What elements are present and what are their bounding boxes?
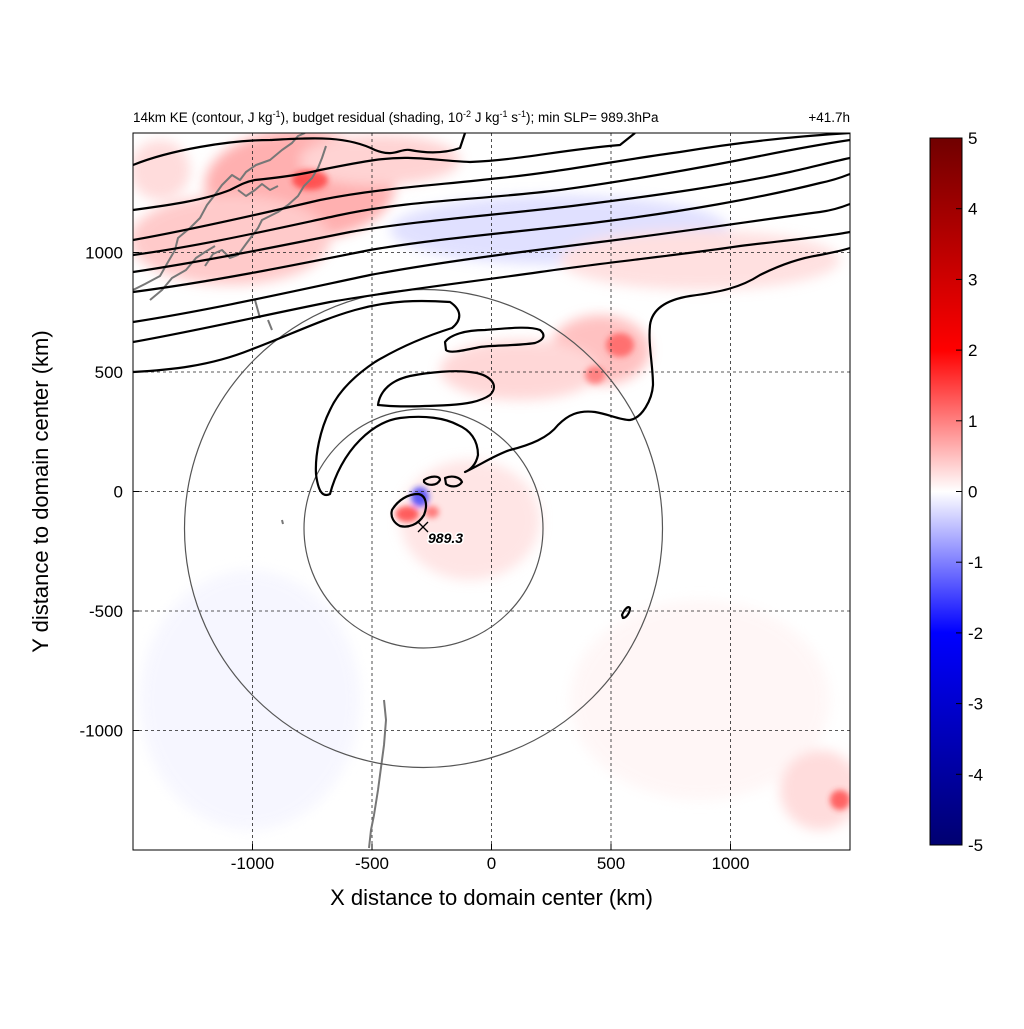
storm-center: 989.3 <box>417 521 465 548</box>
ke-contours <box>133 133 850 620</box>
y-axis: 1000 500 0 -500 -1000 Y distance to domain c… <box>28 244 139 741</box>
x-tick-label: -500 <box>355 854 389 873</box>
title-superscript: -1 <box>499 109 507 119</box>
coastline-segment <box>204 145 327 267</box>
x-axis: -1000 -500 0 500 1000 X distance to domain c… <box>231 844 750 910</box>
colorbar-tick-label: -3 <box>968 695 983 714</box>
coastline-segment <box>133 133 306 291</box>
title-part: ); min SLP= 989.3hPa <box>526 110 659 125</box>
colorbar-tick-label: 5 <box>968 129 977 148</box>
title-superscript: -2 <box>463 109 471 119</box>
ke-contour <box>133 202 850 324</box>
min-slp-label: 989.3 <box>428 530 463 546</box>
residual-shading <box>133 133 850 830</box>
ke-contour <box>443 326 545 353</box>
y-axis-label: Y distance to domain center (km) <box>28 330 53 652</box>
colorbar-tick-label: -5 <box>968 836 983 855</box>
range-ring-500km <box>303 408 544 649</box>
colorbar-tick-label: 3 <box>968 270 977 289</box>
colorbar-tick-label: 0 <box>968 483 977 502</box>
ke-contour <box>133 156 850 274</box>
title-superscript: -1 <box>518 109 526 119</box>
title-superscript: -1 <box>273 109 281 119</box>
y-tick-label: -500 <box>89 602 123 621</box>
ke-contour <box>133 230 850 344</box>
range-rings <box>183 288 664 769</box>
y-tick-label: 1000 <box>85 244 123 263</box>
x-tick-label: 0 <box>487 854 496 873</box>
ke-contour <box>376 370 495 408</box>
ke-contour <box>390 492 428 528</box>
ke-contour <box>133 246 850 497</box>
title-part: 14km KE (contour, J kg <box>133 110 273 125</box>
coastline-segment <box>237 183 279 197</box>
x-tick-label: -1000 <box>231 854 274 873</box>
ke-contour <box>133 172 850 294</box>
ke-contour <box>133 138 850 257</box>
x-axis-label: X distance to domain center (km) <box>330 885 653 910</box>
y-tick-label: 0 <box>114 483 123 502</box>
range-ring-1000km <box>183 288 664 769</box>
colorbar-tick-label: -4 <box>968 765 983 784</box>
y-tick-label: 500 <box>95 363 123 382</box>
ke-contour <box>133 133 467 167</box>
plot-title: 14km KE (contour, J kg-1), budget residu… <box>133 109 659 125</box>
colorbar-tick-label: 1 <box>968 412 977 431</box>
colorbar-tick-label: 2 <box>968 341 977 360</box>
storm-center-marker <box>417 521 429 533</box>
ke-contour <box>133 133 636 212</box>
ke-contour <box>133 133 850 242</box>
y-tick-label: -1000 <box>80 722 123 741</box>
coastline-segment <box>149 245 216 301</box>
colorbar-tick-label: -1 <box>968 553 983 572</box>
title-part: s <box>508 110 519 125</box>
x-tick-label: 1000 <box>712 854 750 873</box>
coastline <box>133 133 387 849</box>
title-part: ), budget residual (shading, 10 <box>281 110 463 125</box>
ke-contour <box>422 475 464 488</box>
forecast-time-label: +41.7h <box>808 110 850 125</box>
ke-contour <box>620 606 632 620</box>
title-part: J kg <box>471 110 500 125</box>
plot-area: 989.3 <box>132 132 851 851</box>
x-tick-label: 500 <box>597 854 625 873</box>
colorbar-tick-label: 4 <box>968 200 977 219</box>
coastline-segment <box>254 299 387 849</box>
colorbar-tick-label: -2 <box>968 624 983 643</box>
colorbar: 5 4 3 2 1 0 -1 -2 -3 -4 -5 <box>929 129 983 855</box>
